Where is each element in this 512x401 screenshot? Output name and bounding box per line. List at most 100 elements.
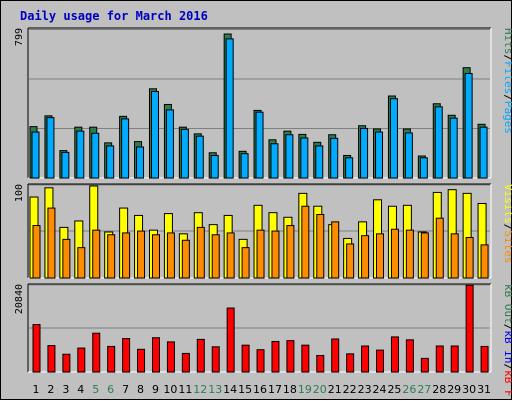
kbytes-bar [435,345,444,373]
files-bar [121,118,130,179]
sites-bar [47,207,56,279]
kbytes-bar [107,345,116,373]
files-bar [46,117,55,179]
y-max-label-visits: 100 [14,184,25,202]
sites-bar [361,235,370,279]
kbytes-bar [316,354,325,373]
sites-bar [286,225,295,279]
kbytes-bar [181,352,190,373]
sites-bar [151,234,160,279]
y-max-label-hits: 799 [14,28,25,46]
x-tick-label: 30 [462,383,476,396]
sites-bar [420,232,429,279]
x-tick-label: 6 [107,383,114,396]
kbytes-bar [211,346,220,373]
sites-bar [62,238,71,279]
sites-bar [450,233,459,279]
sites-bar [226,232,235,279]
legend-visits-sites-part-2: / [502,224,512,231]
chart-title: Daily usage for March 2016 [20,9,208,23]
files-bar [375,131,384,179]
kbytes-bar [390,336,399,373]
sites-bar [181,239,190,279]
files-bar [240,153,249,179]
kbytes-bar [301,344,310,373]
x-tick-label: 31 [477,383,491,396]
files-bar [91,132,100,179]
legend-kbytes-part-5: kB F [502,370,512,397]
sites-bar [465,237,474,279]
x-tick-label: 17 [268,383,282,396]
sites-bar [122,232,131,279]
sites-bar [107,234,116,279]
sites-bar [346,243,355,279]
sites-bar [77,247,86,279]
sites-bar [316,214,325,279]
files-bar [389,98,398,179]
kbytes-bar [480,345,489,373]
sites-bar [480,244,489,279]
files-bar [315,145,324,179]
x-tick-label: 27 [417,383,431,396]
legend-hits-files-pages-part-5: Pages [502,101,512,134]
kbytes-bar [62,353,71,373]
x-tick-label: 15 [238,383,252,396]
kbytes-bar [151,337,160,373]
x-tick-label: 10 [163,383,177,396]
sites-bar [166,232,175,279]
kbytes-bar [376,349,385,373]
files-bar [210,154,219,179]
sites-bar [376,233,385,279]
kbytes-bar [137,348,146,373]
legend-kbytes-part-1: kB Out [502,284,512,324]
sites-bar [137,230,146,279]
files-bar [360,127,369,179]
files-bar [449,117,458,179]
legend-hits-files-pages-part-3: Files [502,61,512,94]
kbytes-bar [166,341,175,373]
files-bar [76,130,85,179]
legend-kbytes-part-3: kB In [502,330,512,363]
files-bar [330,137,339,179]
legend-visits-sites: Visits/Sites [502,184,512,264]
x-tick-label: 29 [447,383,461,396]
files-bar [225,38,234,179]
x-tick-label: 13 [208,383,222,396]
files-bar [31,131,40,179]
files-bar [270,143,279,179]
files-bar [300,137,309,179]
legend-visits-sites-part-1: Visits [502,184,512,224]
files-bar [165,109,174,179]
sites-bar [390,228,399,279]
legend-hits-files-pages-part-4: / [502,94,512,101]
kbytes-bar [271,340,280,373]
files-bar [434,106,443,179]
sites-bar [405,229,414,279]
kbytes-bar [361,345,370,373]
x-tick-label: 22 [343,383,357,396]
kbytes-bar [420,357,429,373]
x-tick-label: 3 [62,383,69,396]
files-bar [61,151,70,179]
files-bar [136,146,145,179]
x-tick-label: 1 [33,383,40,396]
sites-bar [331,221,340,279]
sites-bar [271,230,280,279]
legend-kbytes-part-4: / [502,364,512,371]
x-tick-label: 20 [313,383,327,396]
files-bar [150,90,159,179]
files-bar [255,111,264,179]
legend-kbytes-part-2: / [502,324,512,331]
files-bar [285,134,294,179]
x-tick-label: 11 [178,383,192,396]
kbytes-bar [226,307,235,373]
x-tick-label: 12 [193,383,207,396]
kbytes-bar [77,347,86,373]
x-tick-label: 23 [358,383,372,396]
x-tick-label: 24 [373,383,387,396]
kbytes-bar [47,345,56,373]
x-tick-label: 28 [432,383,446,396]
kbytes-bar [122,338,131,373]
sites-bar [435,217,444,279]
legend-hits-files-pages: Hits/Files/Pages [502,28,512,134]
